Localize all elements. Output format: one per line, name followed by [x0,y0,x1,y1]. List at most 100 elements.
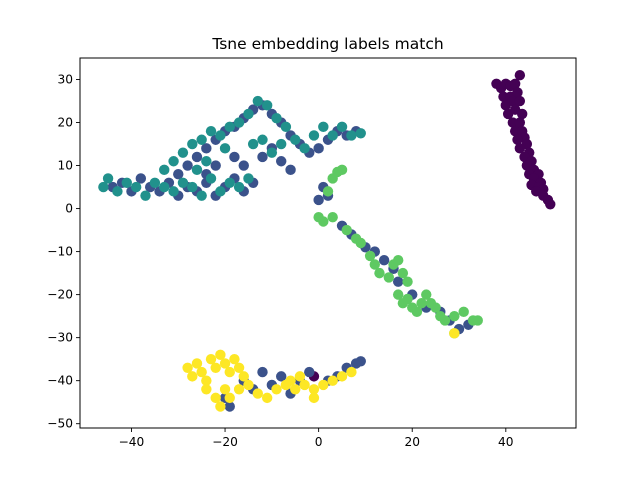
x-tick-label: 0 [315,435,323,449]
scatter-point [112,186,123,197]
scatter-point [168,156,179,167]
scatter-point [229,353,240,365]
scatter-point [257,151,268,163]
scatter-point [516,108,528,120]
x-axis: −40 −20 0 20 40 [119,428,514,449]
scatter-point [261,100,273,111]
scatter-point [346,366,357,378]
scatter-point [210,160,221,171]
scatter-point [397,267,409,279]
scatter-point [98,181,109,193]
scatter-point [224,392,235,404]
chart-title: Tsne embedding labels match [211,35,443,53]
scatter-point [219,143,231,154]
scatter-point [509,78,521,90]
scatter-point [252,388,264,399]
scatter-point [215,349,226,361]
scatter-point [187,138,198,150]
y-tick-label: −40 [47,374,73,388]
scatter-point [135,173,147,184]
axes-frame [79,57,577,429]
x-tick-label: −20 [212,435,238,449]
scatter-point [276,156,287,167]
scatter-point [168,186,179,197]
scatter-point [327,211,338,223]
scatter-point [318,379,329,391]
scatter-point [280,121,292,133]
scatter-point [187,371,198,382]
scatter-point [196,134,207,145]
scatter-point [308,130,320,141]
scatter-point [219,384,231,395]
scatter-point [416,298,427,309]
scatter-point [355,128,366,139]
scatter-point [233,362,245,373]
scatter-point [196,190,207,201]
scatter-point [224,177,235,188]
scatter-point [285,164,296,176]
scatter-point [205,125,217,137]
scatter-point [313,194,324,206]
scatter-point [257,134,268,145]
y-tick-label: −20 [47,288,73,302]
y-tick-label: −50 [47,417,73,431]
y-tick-label: −30 [47,331,73,345]
scatter-point [290,134,301,145]
y-tick-label: 20 [57,116,73,130]
scatter-point [215,401,226,412]
scatter-point [266,147,278,158]
scatter-point [247,138,259,150]
scatter-point [201,156,212,167]
scatter-point [327,130,338,141]
scatter-point [374,267,385,279]
scatter-point [308,384,320,395]
scatter-point [318,216,329,227]
scatter-point [173,168,184,180]
scatter-point [233,384,245,395]
scatter-point [121,177,132,188]
scatter-point [191,164,203,176]
scatter-point [140,190,151,201]
scatter-point [512,87,523,98]
scatter-point [421,289,432,300]
scatter-point [411,306,423,318]
scatter-point [182,362,193,373]
y-tick-label: 10 [57,159,73,173]
scatter-point [159,181,170,193]
scatter-point [378,255,390,266]
x-tick-label: 40 [498,435,514,449]
scatter-point [514,70,526,81]
scatter-point [210,392,221,404]
scatter-point [276,138,287,150]
scatter-point [512,134,523,145]
scatter-point [233,181,245,193]
scatter-point [252,95,264,107]
scatter-point [392,255,404,266]
scatter-point [402,293,413,305]
scatter-point [271,384,282,395]
scatter-point [439,315,451,326]
scatter-point [215,130,226,141]
scatter-point [392,289,404,300]
scatter-point [191,358,203,369]
scatter-point [224,366,235,378]
scatter-point [313,143,324,154]
scatter-point [257,366,268,378]
y-tick-label: 30 [57,73,73,87]
scatter-point [130,181,142,193]
scatter-point [201,375,212,386]
scatter-point [449,328,460,339]
x-tick-label: 20 [404,435,420,449]
scatter-point [355,356,366,367]
scatter-point [341,224,352,236]
scatter-point [243,379,254,391]
scatter-point [514,95,526,107]
scatter-point [545,199,556,210]
scatter-point [276,371,287,382]
scatter-point [210,362,221,373]
scatter-point [355,237,366,249]
scatter-point [233,117,245,128]
scatter-point [102,173,114,184]
scatter-point [177,177,189,188]
